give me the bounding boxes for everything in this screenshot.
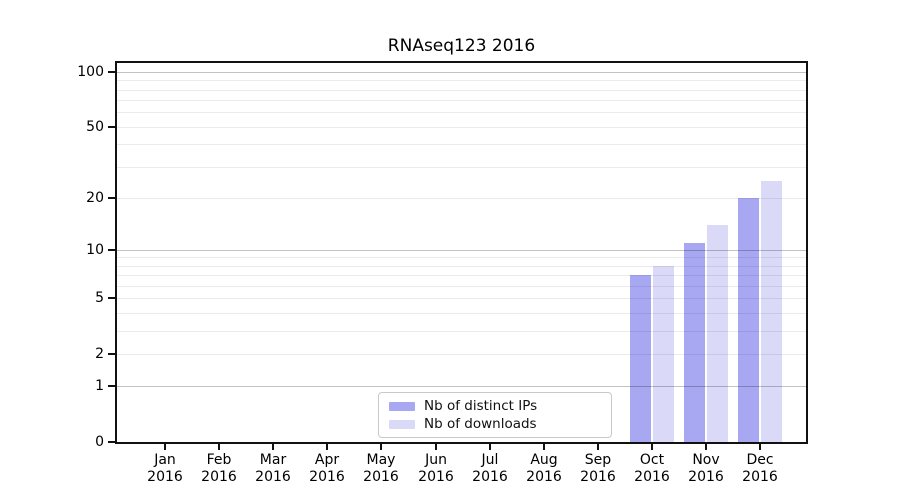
gridline-minor <box>117 80 806 81</box>
gridline-minor <box>117 167 806 168</box>
y-tick-label: 50 <box>86 119 104 135</box>
y-tick-label: 1 <box>95 378 104 394</box>
year-label: 2016 <box>201 469 237 485</box>
month-label: Dec <box>746 452 774 468</box>
year-label: 2016 <box>418 469 454 485</box>
legend-item: Nb of downloads <box>389 416 599 432</box>
x-tick-mark <box>218 444 220 450</box>
x-tick-mark <box>435 444 437 450</box>
bar-distinct-ips <box>684 243 705 442</box>
month-label: Sep <box>584 452 612 468</box>
month-label: Mar <box>259 452 287 468</box>
x-tick-label: Apr 2016 <box>295 452 359 486</box>
month-label: Aug <box>530 452 558 468</box>
gridline-minor <box>117 100 806 101</box>
y-tick-label: 5 <box>95 290 104 306</box>
x-tick-mark <box>272 444 274 450</box>
y-tick-mark <box>108 297 115 299</box>
gridline-minor <box>117 313 806 314</box>
x-tick-label: Jul 2016 <box>458 452 522 486</box>
gridline-minor <box>117 286 806 287</box>
y-tick-mark <box>108 197 115 199</box>
gridline-minor <box>117 257 806 258</box>
y-tick-label: 0 <box>95 434 104 450</box>
month-label: Jan <box>154 452 176 468</box>
gridline-minor <box>117 144 806 145</box>
x-tick-mark <box>164 444 166 450</box>
y-tick-mark <box>108 385 115 387</box>
bar-downloads <box>652 266 674 442</box>
gridline-minor <box>117 298 806 299</box>
y-tick-label: 10 <box>86 242 104 258</box>
month-label: Jul <box>481 452 499 468</box>
gridline-minor <box>117 266 806 267</box>
year-label: 2016 <box>634 469 670 485</box>
chart-title: RNAseq123 2016 <box>387 36 536 56</box>
y-tick-label: 2 <box>95 346 104 362</box>
y-tick-mark <box>108 71 115 73</box>
x-tick-label: Oct 2016 <box>620 452 684 486</box>
bar-downloads <box>761 181 783 442</box>
gridline-minor <box>117 127 806 128</box>
legend-item: Nb of distinct IPs <box>389 398 599 414</box>
year-label: 2016 <box>147 469 183 485</box>
month-label: Apr <box>314 452 340 468</box>
x-tick-label: Mar 2016 <box>241 452 305 486</box>
x-tick-label: Feb 2016 <box>187 452 251 486</box>
bar-distinct-ips <box>738 198 760 442</box>
month-label: Feb <box>206 452 232 468</box>
year-label: 2016 <box>363 469 399 485</box>
legend: Nb of distinct IPs Nb of downloads <box>378 392 612 438</box>
x-tick-label: Sep 2016 <box>566 452 630 486</box>
y-tick-label: 100 <box>77 64 104 80</box>
bar-downloads <box>707 225 728 442</box>
y-tick-mark <box>108 126 115 128</box>
year-label: 2016 <box>526 469 562 485</box>
x-tick-label: Dec 2016 <box>728 452 792 486</box>
bar-distinct-ips <box>629 275 651 442</box>
x-tick-mark <box>597 444 599 450</box>
month-label: Oct <box>639 452 665 468</box>
x-tick-label: Aug 2016 <box>512 452 576 486</box>
legend-label: Nb of downloads <box>424 416 537 432</box>
y-tick-label: 20 <box>86 190 104 206</box>
year-label: 2016 <box>472 469 508 485</box>
year-label: 2016 <box>688 469 724 485</box>
gridline-major <box>117 72 806 73</box>
x-tick-mark <box>759 444 761 450</box>
month-label: Nov <box>692 452 720 468</box>
legend-swatch <box>389 401 415 411</box>
gridline-minor <box>117 354 806 355</box>
y-tick-mark <box>108 249 115 251</box>
legend-label: Nb of distinct IPs <box>424 398 538 414</box>
plot-area <box>115 61 808 444</box>
year-label: 2016 <box>309 469 345 485</box>
year-label: 2016 <box>742 469 778 485</box>
y-tick-mark <box>108 441 115 443</box>
year-label: 2016 <box>255 469 291 485</box>
gridline-minor <box>117 331 806 332</box>
x-tick-mark <box>705 444 707 450</box>
gridline-minor <box>117 275 806 276</box>
gridline-minor <box>117 198 806 199</box>
month-label: May <box>366 452 396 468</box>
x-tick-mark <box>326 444 328 450</box>
x-tick-mark <box>543 444 545 450</box>
x-tick-mark <box>651 444 653 450</box>
x-tick-label: Nov 2016 <box>674 452 738 486</box>
gridline-minor <box>117 112 806 113</box>
legend-swatch <box>389 419 415 429</box>
y-tick-mark <box>108 353 115 355</box>
x-tick-mark <box>380 444 382 450</box>
x-tick-label: May 2016 <box>349 452 413 486</box>
gridline-minor <box>117 90 806 91</box>
gridline-major <box>117 250 806 251</box>
x-tick-label: Jun 2016 <box>404 452 468 486</box>
month-label: Jun <box>425 452 447 468</box>
year-label: 2016 <box>580 469 616 485</box>
x-tick-label: Jan 2016 <box>133 452 197 486</box>
x-tick-mark <box>489 444 491 450</box>
gridline-major <box>117 386 806 387</box>
